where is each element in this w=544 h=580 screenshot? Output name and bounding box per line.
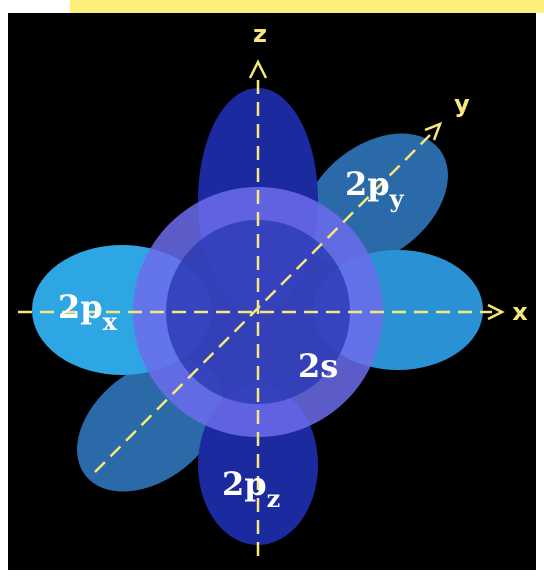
x-label: x — [512, 298, 528, 326]
pz-sub: z — [267, 484, 281, 513]
px-sub: x — [103, 307, 118, 336]
py-label: 2py — [345, 165, 405, 213]
y-axis — [94, 134, 431, 473]
x-arrow — [487, 303, 505, 321]
z-label: z — [253, 20, 267, 48]
pz-text: 2p — [222, 465, 267, 503]
py-sub: y — [389, 184, 405, 213]
y-arrow — [424, 121, 443, 141]
s-label: 2s — [298, 347, 338, 385]
px-text: 2p — [58, 288, 103, 326]
px-label: 2px — [58, 288, 118, 336]
top-strip — [70, 0, 544, 13]
y-label: y — [454, 90, 470, 118]
z-arrow — [248, 59, 268, 79]
pz-label: 2pz — [222, 465, 280, 513]
py-text: 2p — [345, 165, 390, 203]
